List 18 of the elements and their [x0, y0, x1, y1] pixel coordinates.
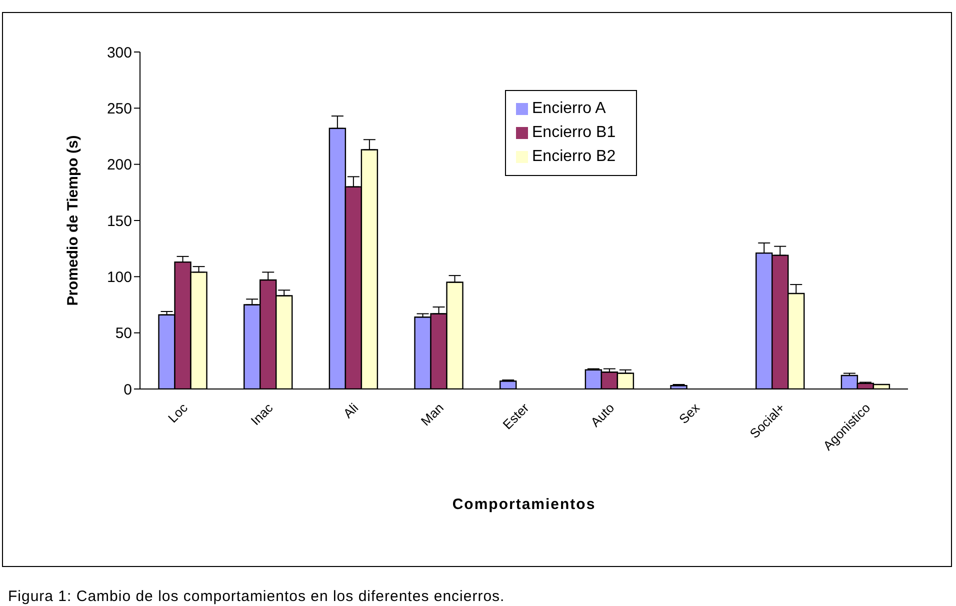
- x-tick-label: Ali: [340, 400, 362, 421]
- y-tick-label: 150: [106, 212, 132, 230]
- x-axis-title: Comportamientos: [452, 496, 596, 513]
- x-tick-label: Sex: [676, 400, 703, 427]
- y-tick-label: 50: [115, 325, 132, 342]
- x-tick-label: Loc: [165, 400, 191, 426]
- y-tick-label: 200: [106, 156, 132, 174]
- text: Figura 1: Cambio de los comportamientos en los diferentes encierros.: [8, 588, 505, 605]
- legend-label: Encierro B2: [532, 148, 616, 165]
- y-tick-label: 250: [106, 100, 132, 118]
- y-tick-label: 300: [106, 44, 132, 62]
- y-tick-label: 100: [106, 268, 132, 286]
- y-axis-title: Promedio de Tiempo (s): [64, 135, 82, 306]
- x-tick-label: Inac: [248, 400, 276, 428]
- legend-label: Encierro B1: [532, 124, 616, 141]
- legend-label: Encierro A: [532, 100, 606, 117]
- x-tick-label: Man: [418, 400, 446, 429]
- y-tick-label: 0: [124, 381, 132, 398]
